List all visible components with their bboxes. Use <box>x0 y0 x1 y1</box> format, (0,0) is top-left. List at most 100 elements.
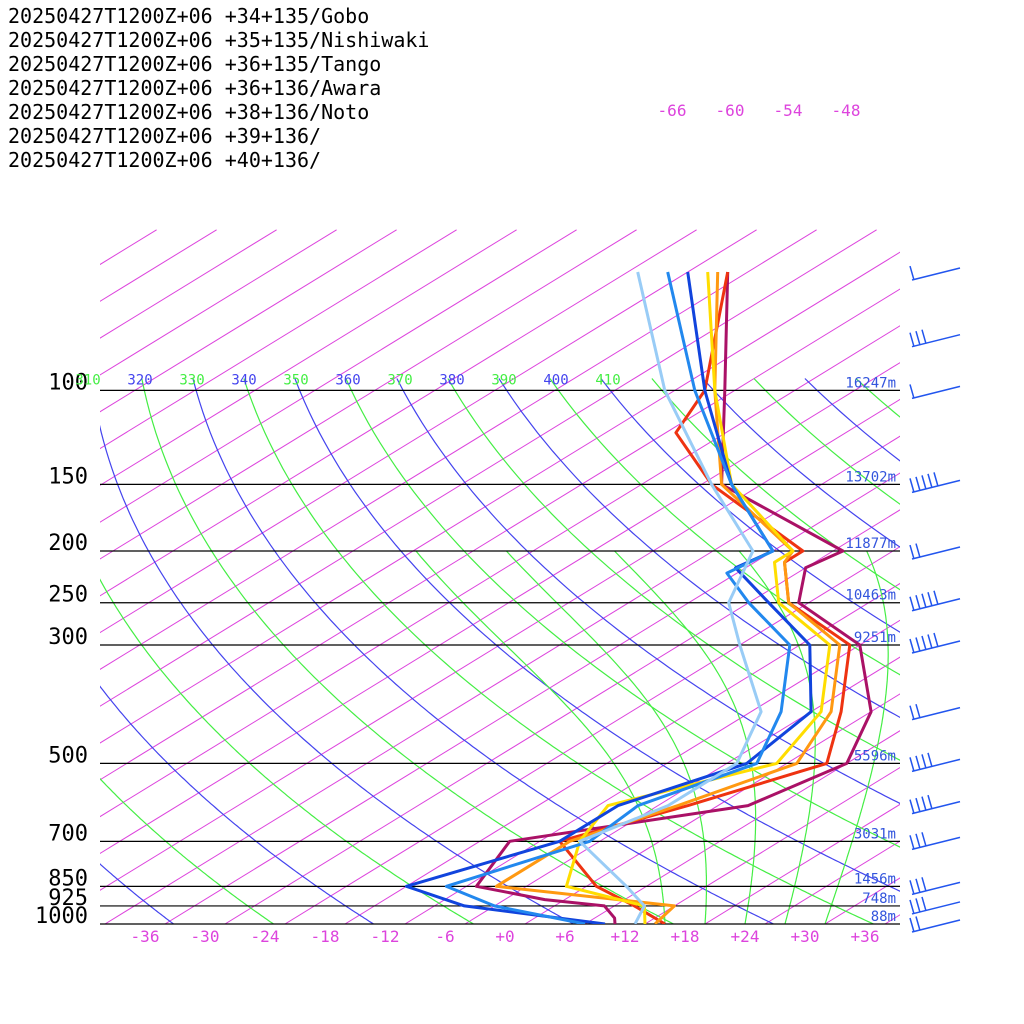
isotherm-line <box>100 229 637 560</box>
isotherm-line <box>100 229 757 634</box>
temperature-tick-label: +12 <box>611 927 640 946</box>
wind-barb <box>909 896 961 915</box>
isotherm-line <box>100 229 337 376</box>
temperature-tick-label: -30 <box>191 927 220 946</box>
isotherm-line <box>100 229 817 670</box>
temperature-tick-label: -18 <box>311 927 340 946</box>
wind-barb-flag <box>909 899 915 915</box>
wind-barb <box>909 265 961 281</box>
wind-barb <box>909 590 961 612</box>
height-label: 13702m <box>845 469 896 485</box>
pressure-label: 250 <box>48 583 88 608</box>
legend-entry-40-136: 20250427T1200Z+06 +40+136/ <box>8 148 322 172</box>
isotherm-line <box>100 229 157 266</box>
theta-label: 410 <box>595 372 620 388</box>
wind-barb-flag <box>909 596 915 611</box>
wind-barb-flag <box>933 472 939 487</box>
isotherm-line <box>100 229 457 450</box>
temperature-tick-label: +30 <box>791 927 820 946</box>
theta-label: 310 <box>75 372 100 388</box>
isotherm-line <box>100 229 217 302</box>
isotherm-line <box>100 251 900 744</box>
moist-adiabat-line <box>614 550 757 924</box>
pressure-label: 200 <box>48 531 88 556</box>
wind-barb <box>909 752 961 773</box>
wind-barb-flag <box>921 635 927 651</box>
height-label: 11877m <box>845 536 896 552</box>
dry-adiabat-line <box>396 378 900 805</box>
height-label: 5596m <box>854 748 896 764</box>
wind-barb-flag <box>909 384 915 399</box>
wind-barb-flag <box>921 832 927 847</box>
wind-barb-flag <box>933 590 939 605</box>
temperature-tick-label: -6 <box>435 927 454 946</box>
theta-label: 340 <box>231 372 256 388</box>
legend-entry-39-136: 20250427T1200Z+06 +39+136/ <box>8 124 322 148</box>
wind-barb-flag <box>933 632 939 648</box>
wind-barb-flag <box>909 638 915 654</box>
wind-barb-flag <box>927 473 933 489</box>
temperature-tick-label: +6 <box>555 927 574 946</box>
pressure-label: 700 <box>48 821 88 846</box>
axis-labels: 100 16247m 150 13702m 200 11877m 250 10463m 300 9… <box>35 101 896 946</box>
dry-adiabat-line <box>549 378 900 676</box>
pressure-label: 100 <box>48 370 88 395</box>
isotherm-line <box>284 546 900 924</box>
series-line-3 <box>564 271 832 924</box>
isotherm-line <box>824 877 900 924</box>
wind-barb-flag <box>921 475 927 490</box>
wind-barb <box>909 703 961 721</box>
temperature-tick-label: -36 <box>131 927 160 946</box>
isotherm-line <box>100 229 397 413</box>
series-line-5 <box>444 271 792 924</box>
wind-barb-flag <box>909 265 915 281</box>
pressure-label: 850 <box>48 866 88 891</box>
pressure-label: 300 <box>48 625 88 650</box>
isotherm-line <box>0 230 37 924</box>
legend-entry-awara: 20250427T1200Z+06 +36+136/Awara <box>8 76 382 100</box>
isotherm-line <box>104 435 900 924</box>
isotherm-line <box>100 229 577 523</box>
isotherm-line <box>0 230 97 924</box>
wind-barb <box>909 329 961 348</box>
moist-adiabat-line <box>505 550 707 924</box>
wind-barb-flag <box>921 329 927 344</box>
isotherm-line <box>344 582 900 924</box>
theta-label: 400 <box>543 372 568 388</box>
isotherm-line <box>100 362 900 855</box>
series-line-2 <box>494 271 842 924</box>
pressure-label: 150 <box>48 464 88 489</box>
height-label: 748m <box>862 891 896 907</box>
wind-barb-flag <box>909 332 915 347</box>
series-line-1 <box>558 271 852 924</box>
wind-barb-flag <box>909 835 915 850</box>
wind-barb-flag <box>909 757 915 772</box>
theta-label: 360 <box>335 372 360 388</box>
isotherm-line <box>100 325 900 818</box>
wind-barb-flag <box>909 544 915 560</box>
series-line-6 <box>578 271 763 924</box>
upper-temperature-label: -54 <box>774 101 803 120</box>
wind-barb-flag <box>915 476 921 492</box>
dry-adiabat-line <box>447 378 900 761</box>
wind-barb-flag <box>921 796 927 811</box>
theta-label: 320 <box>127 372 152 388</box>
isotherm-line <box>464 656 900 924</box>
isotherm-line <box>584 730 900 924</box>
isotherm-line <box>224 509 900 924</box>
wind-barb <box>909 384 961 400</box>
height-label: 16247m <box>845 375 896 391</box>
temperature-tick-label: -24 <box>251 927 280 946</box>
wind-barb-flag <box>921 754 927 769</box>
upper-temperature-label: -48 <box>832 101 861 120</box>
legend-entry-nishiwaki: 20250427T1200Z+06 +35+135/Nishiwaki <box>8 28 430 52</box>
height-label: 9251m <box>854 630 896 646</box>
wind-barb-flag <box>915 878 921 894</box>
temperature-tick-label: +36 <box>851 927 880 946</box>
upper-temperature-label: -66 <box>658 101 687 120</box>
wind-barb-flag <box>921 896 927 912</box>
wind-barb-flag <box>909 705 915 720</box>
wind-barb-flag <box>927 634 933 649</box>
dry-adiabat-line <box>345 378 900 848</box>
